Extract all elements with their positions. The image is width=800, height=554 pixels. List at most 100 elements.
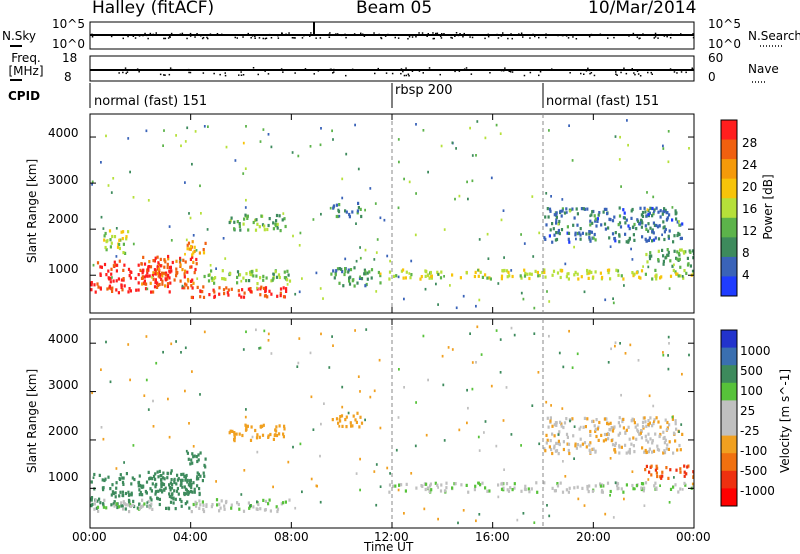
data-cell — [286, 283, 289, 286]
data-cell — [403, 512, 405, 515]
data-cell — [97, 509, 100, 513]
data-cell — [272, 485, 274, 489]
data-cell — [568, 124, 570, 127]
data-cell — [131, 476, 134, 480]
data-cell — [548, 300, 551, 303]
noise-point — [184, 34, 186, 36]
data-cell — [150, 290, 153, 294]
data-cell — [191, 286, 194, 290]
data-cell — [175, 271, 178, 275]
data-cell — [359, 207, 362, 211]
data-cell — [332, 204, 336, 208]
noise-point — [336, 33, 339, 35]
data-cell — [122, 476, 125, 480]
data-cell — [259, 346, 262, 350]
data-cell — [603, 432, 607, 437]
data-cell — [379, 485, 382, 488]
noise-point — [654, 32, 657, 35]
data-cell — [640, 482, 644, 486]
data-cell — [163, 258, 166, 262]
data-cell — [184, 487, 188, 491]
data-cell — [329, 206, 332, 210]
noise-point — [194, 36, 196, 38]
data-cell — [451, 486, 454, 490]
noise-point — [497, 37, 500, 39]
data-cell — [191, 461, 194, 465]
data-cell — [409, 276, 412, 280]
data-cell — [186, 500, 189, 504]
data-cell — [240, 295, 243, 299]
data-cell — [627, 425, 630, 429]
data-cell — [544, 275, 547, 279]
data-cell — [109, 245, 112, 249]
data-cell — [678, 220, 680, 223]
data-cell — [641, 420, 645, 424]
data-cell — [186, 270, 189, 274]
data-cell — [576, 485, 579, 489]
data-cell — [598, 420, 601, 425]
data-cell — [241, 288, 244, 292]
data-cell — [364, 272, 367, 276]
data-cell — [460, 483, 463, 487]
data-cell — [652, 231, 655, 235]
freq-point — [238, 74, 240, 76]
data-cell — [674, 209, 677, 213]
data-cell — [559, 481, 562, 485]
data-cell — [107, 184, 110, 187]
frequency-panel — [90, 67, 694, 77]
data-cell — [645, 227, 648, 231]
noise-point — [132, 35, 135, 37]
noise-point — [654, 36, 657, 38]
noise-point — [462, 36, 464, 38]
freq-point — [676, 72, 678, 74]
data-cell — [484, 273, 487, 277]
data-cell — [583, 290, 586, 294]
data-cell — [365, 328, 368, 331]
data-cell — [252, 220, 255, 225]
data-cell — [154, 485, 157, 489]
data-cell — [397, 275, 400, 279]
data-cell — [660, 275, 663, 279]
freq-point — [407, 73, 410, 75]
data-cell — [207, 279, 211, 283]
data-cell — [644, 468, 647, 472]
data-cell — [556, 484, 560, 488]
data-cell — [652, 221, 655, 225]
data-cell — [419, 277, 422, 281]
data-cell — [236, 275, 239, 279]
noise-point — [203, 34, 205, 36]
data-cell — [190, 458, 193, 462]
data-cell — [655, 486, 658, 490]
freq-point — [511, 71, 514, 73]
data-cell — [561, 207, 564, 211]
data-cell — [267, 339, 270, 342]
data-cell — [196, 285, 199, 289]
data-cell — [112, 177, 115, 180]
data-cell — [115, 486, 118, 490]
data-cell — [100, 368, 102, 371]
data-cell — [156, 282, 159, 286]
data-cell — [370, 268, 374, 272]
data-cell — [254, 218, 257, 222]
data-cell — [127, 343, 130, 346]
data-cell — [137, 480, 141, 484]
data-cell — [233, 437, 236, 442]
data-cell — [629, 343, 632, 347]
data-cell — [428, 276, 431, 280]
freq-left-tick-bottom: 8 — [64, 70, 72, 84]
data-cell — [132, 242, 135, 246]
data-cell — [342, 284, 345, 288]
data-cell — [522, 297, 525, 301]
freq-point — [169, 67, 172, 69]
data-cell — [557, 452, 560, 456]
data-cell — [110, 493, 113, 497]
data-cell — [278, 432, 281, 436]
freq-point — [458, 70, 461, 72]
data-cell — [284, 276, 287, 280]
freq-point — [593, 74, 596, 77]
data-cell — [309, 351, 312, 355]
noise-point — [234, 36, 236, 39]
data-cell — [451, 273, 454, 277]
data-cell — [323, 402, 325, 405]
data-cell — [357, 206, 360, 210]
